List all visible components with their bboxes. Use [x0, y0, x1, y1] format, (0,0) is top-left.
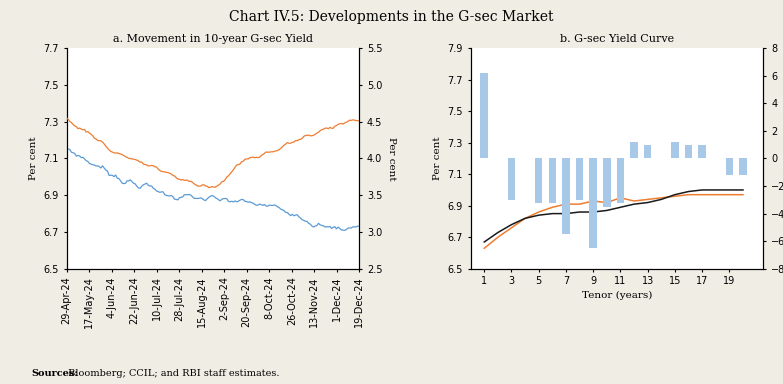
- Bar: [535, 158, 543, 203]
- X-axis label: Tenor (years): Tenor (years): [582, 291, 652, 300]
- Bar: [698, 145, 706, 158]
- Bar: [562, 158, 570, 234]
- Bar: [507, 158, 515, 200]
- Bar: [603, 158, 611, 207]
- Bar: [739, 158, 747, 175]
- Title: a. Movement in 10-year G-sec Yield: a. Movement in 10-year G-sec Yield: [113, 35, 313, 45]
- Text: Sources:: Sources:: [31, 369, 78, 378]
- Bar: [671, 142, 679, 158]
- Bar: [630, 142, 638, 158]
- Bar: [590, 158, 597, 248]
- Bar: [481, 73, 488, 158]
- Bar: [644, 145, 651, 158]
- Y-axis label: Per cent: Per cent: [29, 137, 38, 180]
- Bar: [685, 145, 692, 158]
- Y-axis label: Per cent: Per cent: [388, 137, 396, 180]
- Bar: [576, 158, 583, 200]
- Bar: [617, 158, 624, 203]
- Text: Bloomberg; CCIL; and RBI staff estimates.: Bloomberg; CCIL; and RBI staff estimates…: [65, 369, 280, 378]
- Bar: [549, 158, 556, 203]
- Title: b. G-sec Yield Curve: b. G-sec Yield Curve: [560, 35, 674, 45]
- Y-axis label: Per cent: Per cent: [433, 137, 442, 180]
- Text: Chart IV.5: Developments in the G-sec Market: Chart IV.5: Developments in the G-sec Ma…: [229, 10, 554, 23]
- Bar: [726, 158, 733, 175]
